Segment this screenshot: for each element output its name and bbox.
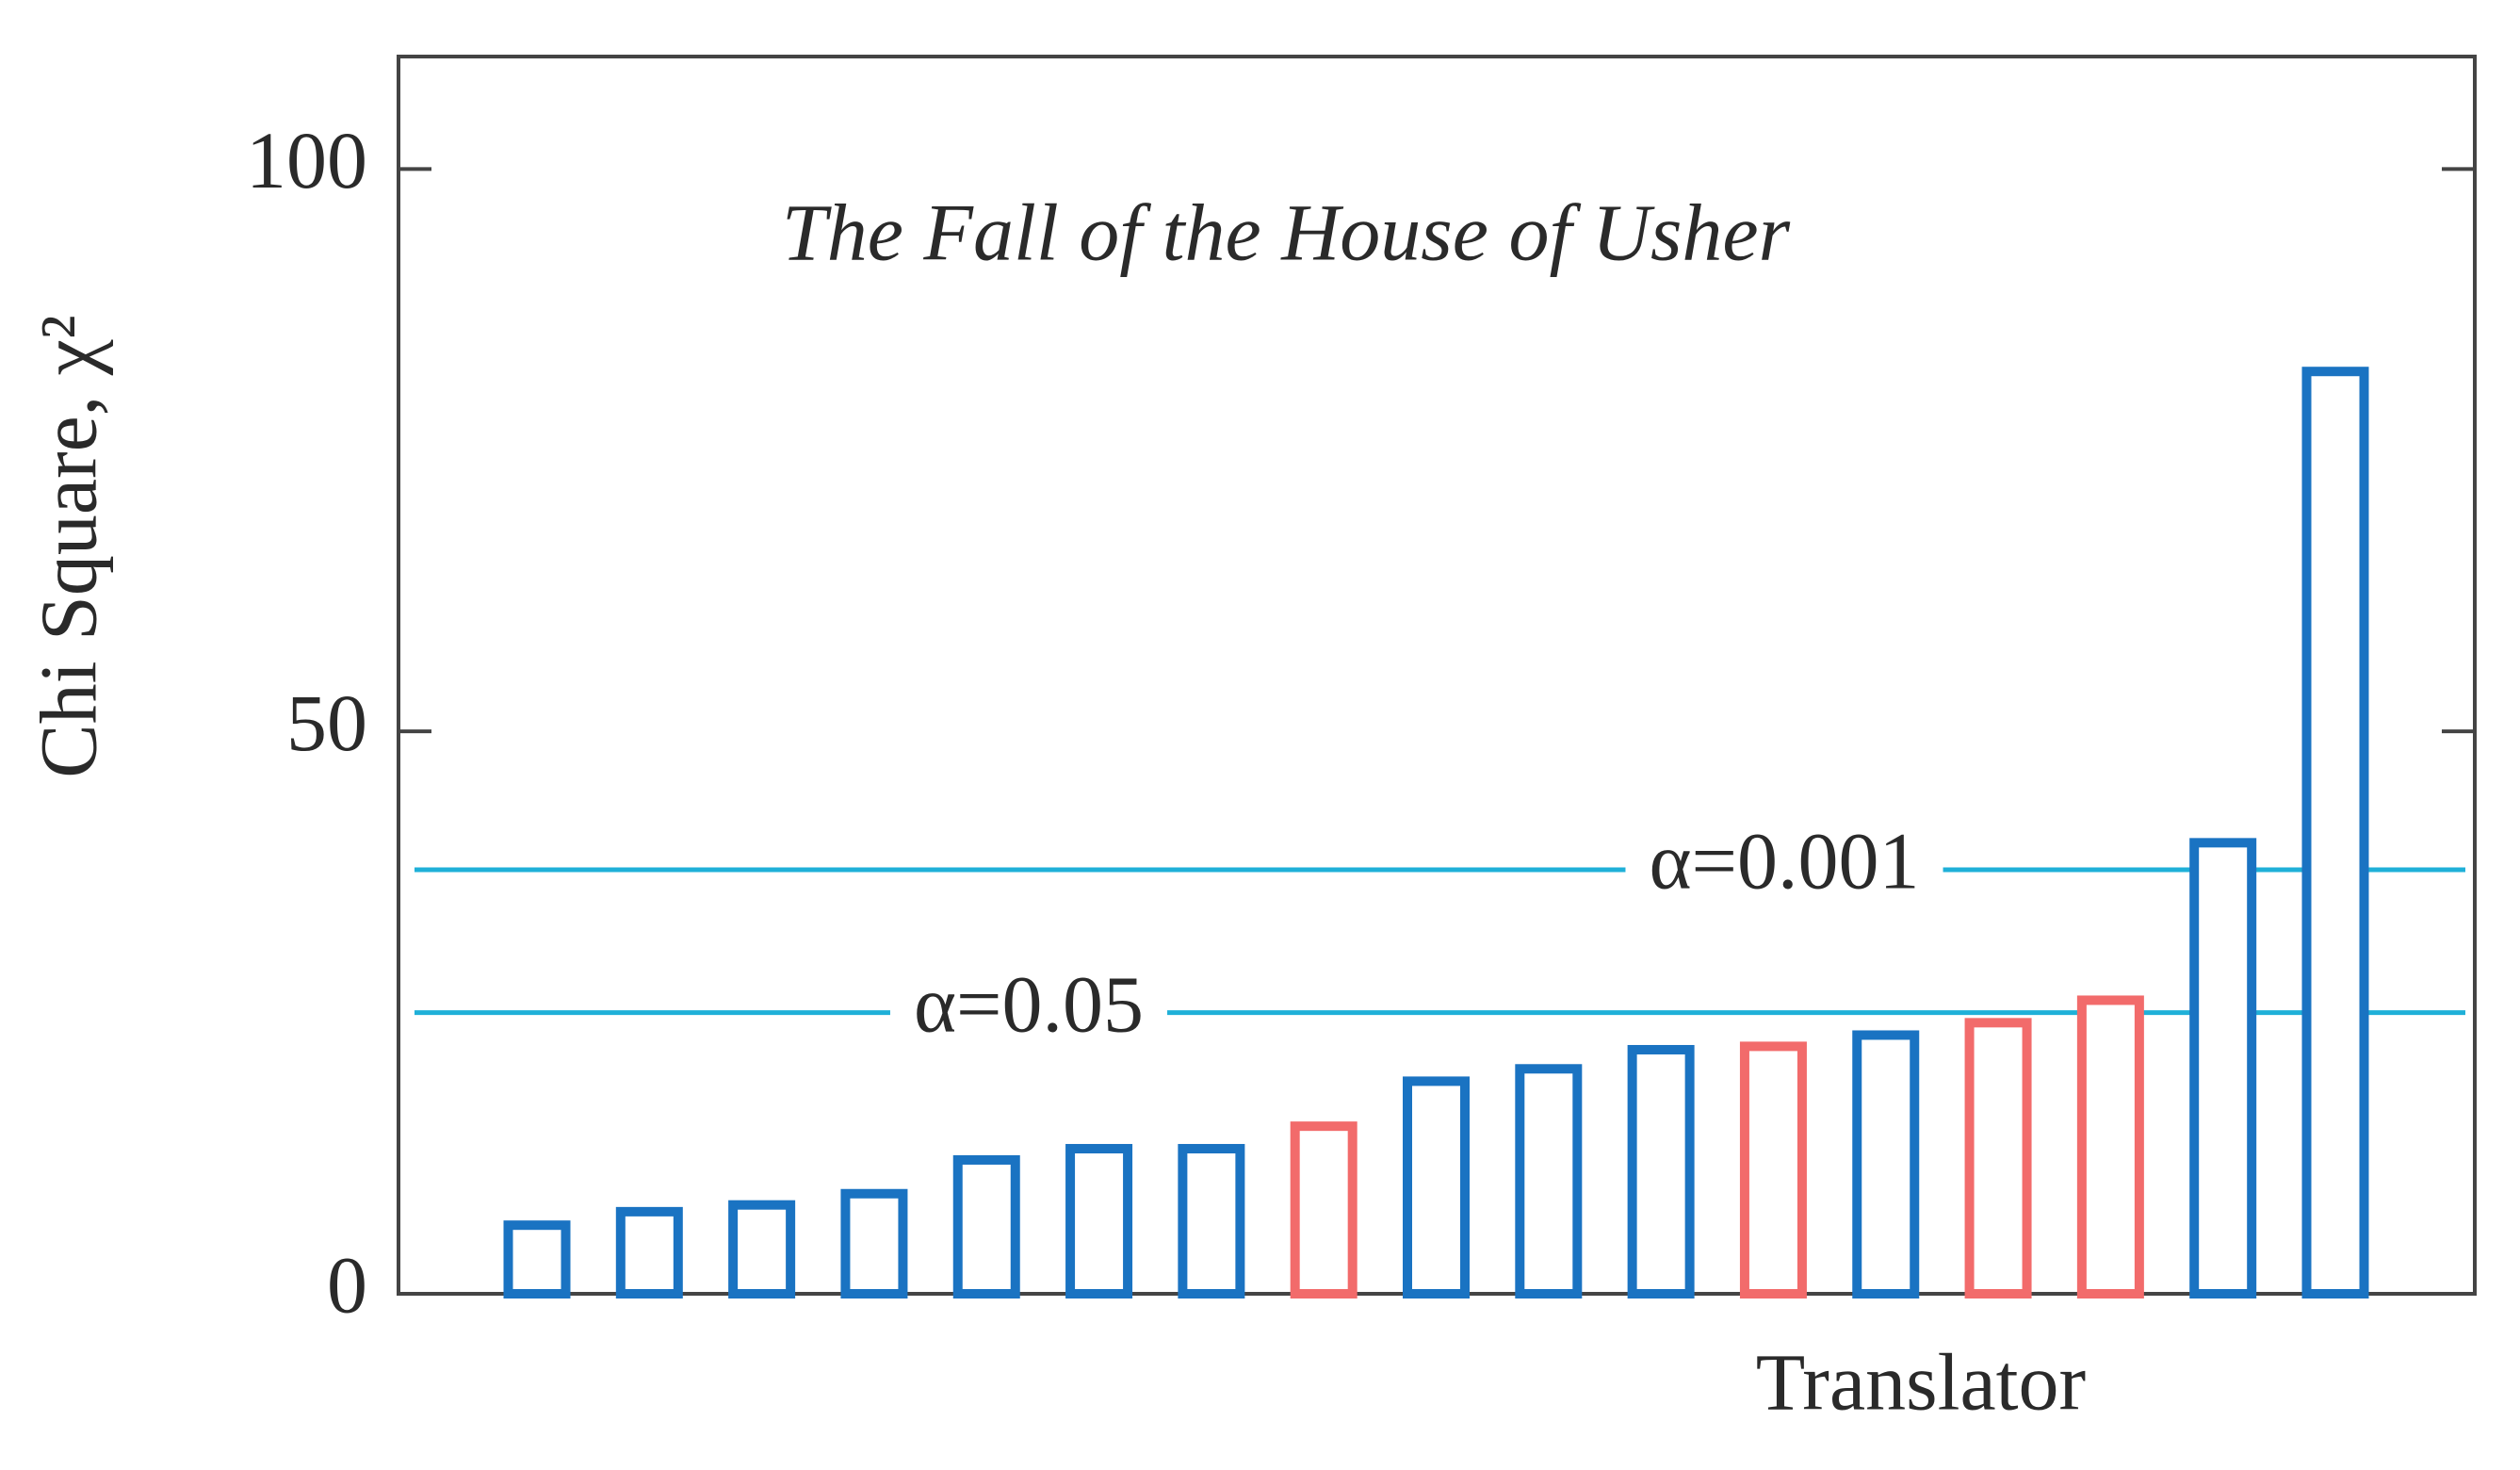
bar [1515, 1064, 1583, 1298]
bar [1065, 1144, 1133, 1298]
bar [503, 1220, 571, 1299]
bar [1964, 1018, 2032, 1298]
bar [2076, 995, 2144, 1299]
bar [1403, 1076, 1470, 1298]
bar [728, 1200, 796, 1299]
bar [1852, 1030, 1920, 1298]
chart-title: The Fall of the House of Usher [782, 188, 1791, 278]
y-tick-label: 100 [246, 115, 367, 205]
bar [952, 1154, 1020, 1298]
bar [1178, 1144, 1245, 1298]
x-axis-label: Translator [1756, 1337, 2086, 1428]
bar [2301, 367, 2369, 1298]
bar [1627, 1044, 1695, 1299]
reference-label-bg [1625, 815, 1943, 906]
y-axis-label: Chi Square, χ² [24, 315, 114, 778]
reference-label: α=0.05 [914, 958, 1144, 1049]
bar [1739, 1041, 1807, 1299]
reference-label: α=0.001 [1649, 816, 1919, 906]
bar [1290, 1121, 1358, 1299]
y-tick-label: 0 [327, 1240, 367, 1331]
bar [2189, 838, 2257, 1298]
reference-label-bg [889, 958, 1168, 1050]
bar [615, 1206, 683, 1298]
y-tick-label: 50 [286, 678, 367, 768]
bar [840, 1188, 908, 1298]
